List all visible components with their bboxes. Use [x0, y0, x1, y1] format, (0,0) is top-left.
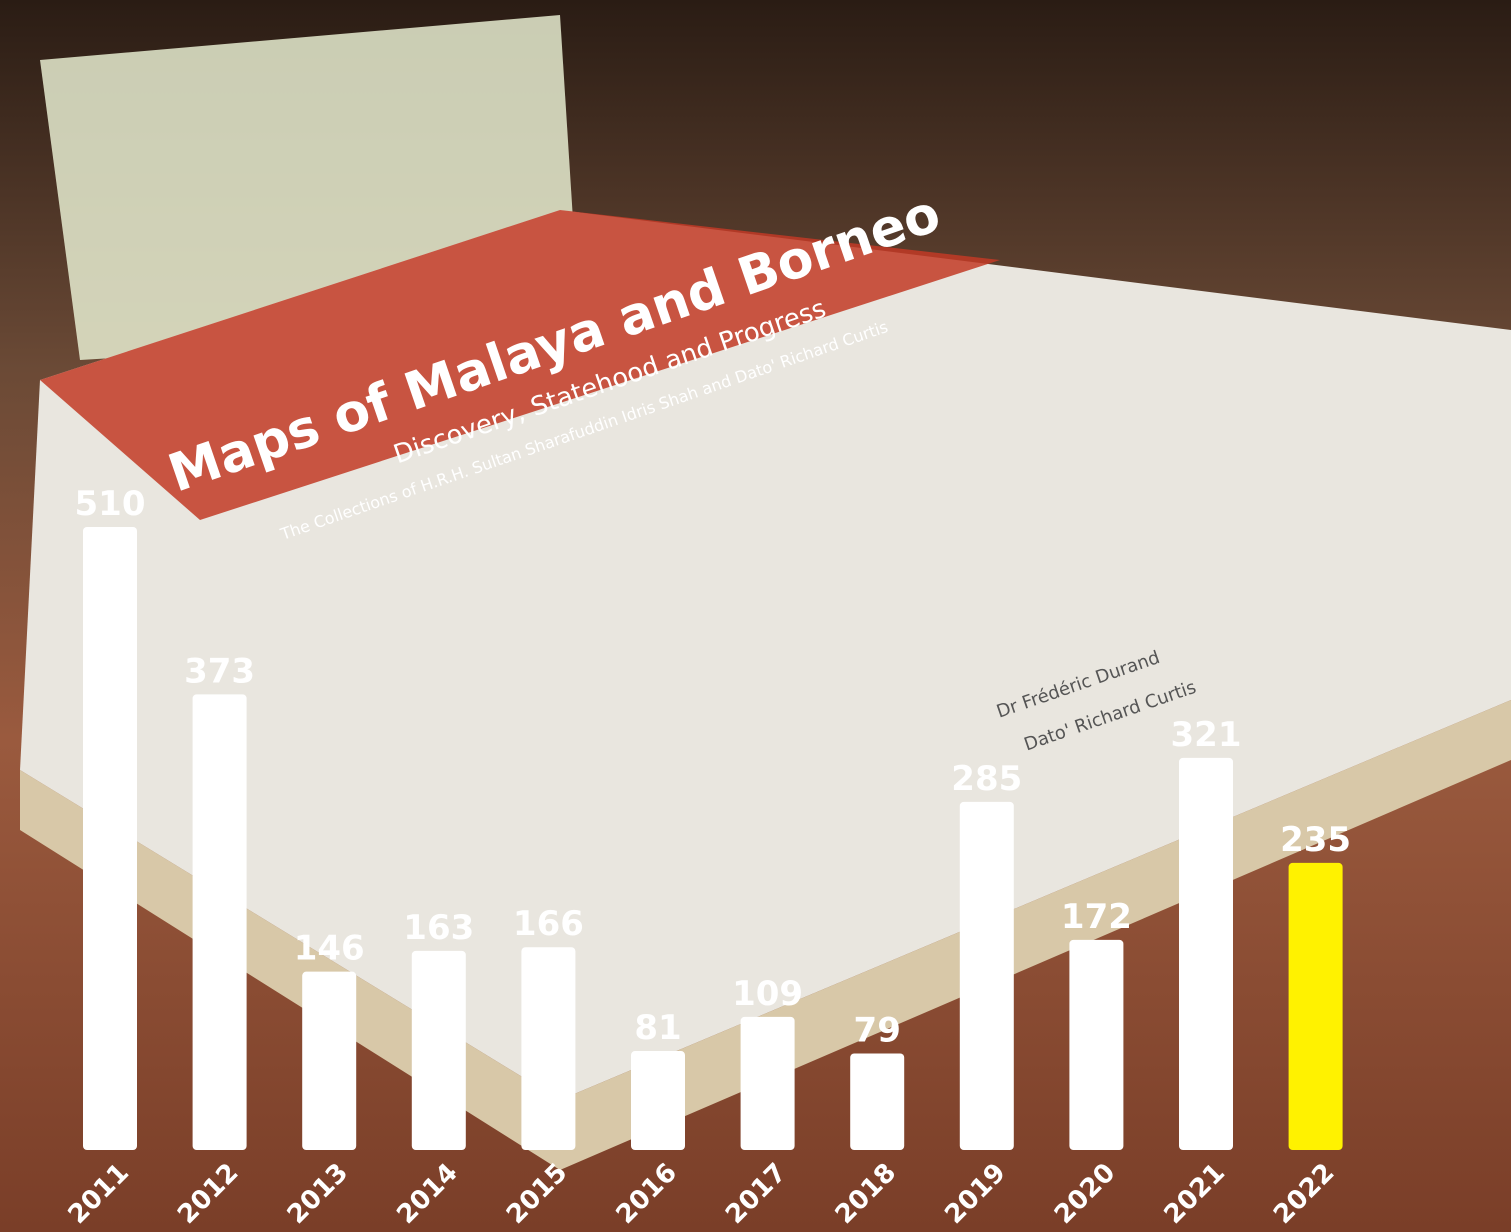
value-label: 373: [184, 651, 255, 691]
bar: [1288, 862, 1343, 1150]
bar: [521, 947, 576, 1150]
value-label: 285: [951, 759, 1022, 799]
value-label: 235: [1280, 820, 1351, 860]
value-label: 166: [513, 904, 584, 944]
bar: [959, 801, 1014, 1150]
value-label: 510: [75, 484, 146, 524]
bar: [192, 694, 247, 1150]
value-label: 172: [1061, 897, 1132, 937]
bar: [302, 971, 357, 1150]
bar: [411, 950, 466, 1150]
value-label: 79: [854, 1010, 901, 1050]
book-edge: [20, 700, 1511, 1170]
bar: [83, 527, 137, 1150]
bar: [631, 1051, 685, 1150]
value-label: 146: [294, 929, 365, 969]
book-banner: [40, 210, 1000, 520]
value-label: 109: [732, 974, 803, 1014]
bar: [850, 1053, 905, 1150]
value-label: 321: [1171, 715, 1242, 755]
bar: [740, 1016, 795, 1150]
bar: [1179, 757, 1233, 1150]
bar: [1069, 939, 1124, 1150]
value-label: 163: [403, 908, 474, 948]
value-label: 81: [634, 1008, 681, 1048]
